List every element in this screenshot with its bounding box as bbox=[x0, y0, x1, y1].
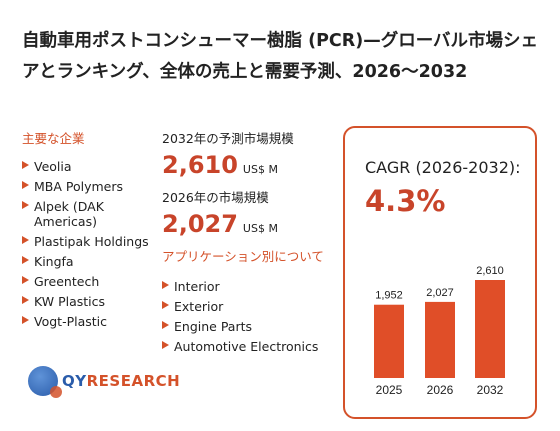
current-value: 2,027 bbox=[162, 210, 238, 238]
application-item: Interior bbox=[162, 279, 342, 294]
bar-value-label: 2,610 bbox=[476, 265, 504, 277]
bar-category-label: 2025 bbox=[376, 383, 403, 397]
bar-value-label: 1,952 bbox=[375, 290, 403, 302]
company-item: Vogt-Plastic bbox=[22, 314, 162, 329]
qyresearch-logo: QYRESEARCH bbox=[28, 366, 181, 398]
logo-globe-icon bbox=[28, 366, 62, 398]
company-item: MBA Polymers bbox=[22, 179, 162, 194]
company-item: KW Plastics bbox=[22, 294, 162, 309]
company-item: Alpek (DAK Americas) bbox=[22, 199, 132, 229]
company-item: Kingfa bbox=[22, 254, 162, 269]
forecast-unit: US$ M bbox=[242, 163, 278, 176]
bullet-triangle-icon bbox=[22, 316, 29, 324]
bullet-triangle-icon bbox=[162, 301, 169, 309]
logo-text: QYRESEARCH bbox=[62, 372, 181, 390]
bar-category-label: 2032 bbox=[477, 383, 504, 397]
applications-label: アプリケーション別について bbox=[162, 249, 324, 264]
bullet-triangle-icon bbox=[162, 341, 169, 349]
bullet-triangle-icon bbox=[162, 281, 169, 289]
bullet-triangle-icon bbox=[22, 256, 29, 264]
market-bar-chart: 1,952 2025 2,027 2026 2,610 2032 bbox=[374, 265, 505, 397]
companies-section: 主要な企業 Veolia MBA Polymers Alpek (DAK Ame… bbox=[22, 128, 162, 334]
bullet-triangle-icon bbox=[22, 181, 29, 189]
bar-category-label: 2026 bbox=[427, 383, 454, 397]
current-unit: US$ M bbox=[242, 222, 278, 235]
cagr-label: CAGR (2026-2032): bbox=[365, 158, 521, 177]
bullet-triangle-icon bbox=[22, 296, 29, 304]
companies-label: 主要な企業 bbox=[22, 131, 85, 146]
page-title: 自動車用ポストコンシューマー樹脂 (PCR)—グローバル市場シェアとランキング、… bbox=[22, 31, 539, 82]
company-item: Veolia bbox=[22, 159, 162, 174]
current-row: 2,027 US$ M bbox=[162, 210, 342, 238]
application-item: Automotive Electronics bbox=[162, 339, 342, 354]
company-item: Plastipak Holdings bbox=[22, 234, 162, 249]
bullet-triangle-icon bbox=[22, 161, 29, 169]
company-item: Greentech bbox=[22, 274, 162, 289]
bullet-triangle-icon bbox=[22, 236, 29, 244]
forecast-row: 2,610 US$ M bbox=[162, 151, 342, 179]
bar-value-label: 2,027 bbox=[426, 287, 454, 299]
cagr-card: CAGR (2026-2032): 4.3% 1,952 2025 2,027 202… bbox=[343, 126, 537, 419]
application-item: Exterior bbox=[162, 299, 342, 314]
bar-2032 bbox=[475, 280, 505, 378]
market-size-section: 2032年の予測市場規模 2,610 US$ M 2026年の市場規模 2,02… bbox=[162, 128, 342, 359]
current-label: 2026年の市場規模 bbox=[162, 190, 269, 205]
cagr-value: 4.3% bbox=[365, 184, 446, 218]
bullet-triangle-icon bbox=[22, 276, 29, 284]
forecast-label: 2032年の予測市場規模 bbox=[162, 131, 294, 146]
bullet-triangle-icon bbox=[22, 201, 29, 209]
bar-2025 bbox=[374, 304, 404, 378]
bar-2026 bbox=[425, 301, 455, 378]
bullet-triangle-icon bbox=[162, 321, 169, 329]
forecast-value: 2,610 bbox=[162, 151, 238, 179]
application-item: Engine Parts bbox=[162, 319, 342, 334]
